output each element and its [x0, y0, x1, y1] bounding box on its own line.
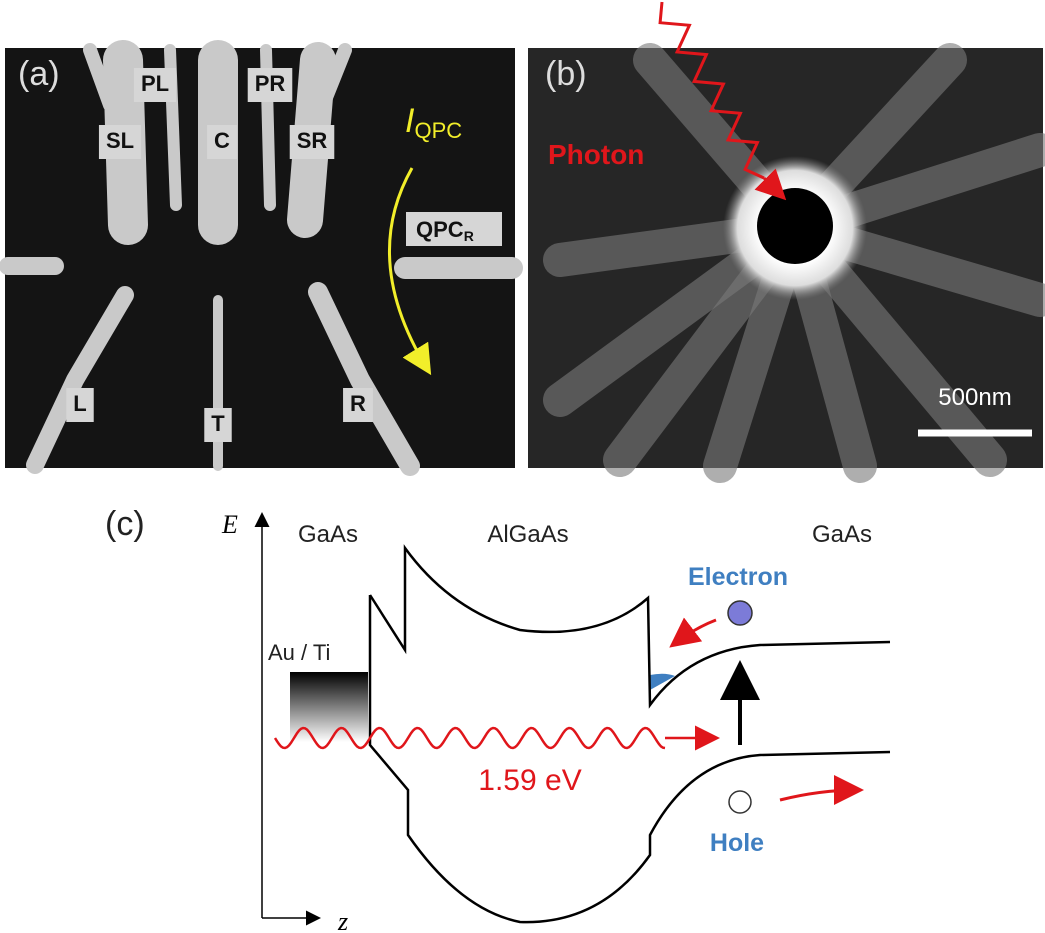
panel-label: (c)	[105, 505, 145, 543]
gate-label: PL	[141, 71, 169, 96]
region-label: GaAs	[812, 521, 872, 548]
panel-b: (b) Photon 500nm	[528, 2, 1043, 468]
hole	[729, 791, 751, 813]
region-label: AlGaAs	[487, 521, 568, 548]
photon-energy-label: 1.59 eV	[478, 764, 581, 797]
figure: (a) PLPRSLCSRLTR IQPC QPCR (b) Photon 50…	[0, 0, 1045, 933]
gate-label: T	[211, 411, 225, 436]
region-label: GaAs	[298, 521, 358, 548]
qpc-subscript: R	[464, 228, 474, 244]
panel-c: (c) E z GaAs AlGaAs GaAs Au / Ti 1.59 eV…	[105, 505, 890, 933]
electron-label: Electron	[688, 563, 788, 591]
hole-in-gate	[757, 188, 833, 264]
electron-arrow	[674, 620, 716, 644]
gate-label: C	[214, 128, 230, 153]
panel-label: (a)	[18, 55, 60, 93]
position-axis-label: z	[337, 907, 348, 933]
photon-label: Photon	[548, 139, 644, 170]
gate-label: R	[350, 391, 366, 416]
scale-bar-label: 500nm	[938, 384, 1011, 411]
metal-label: Au / Ti	[268, 640, 330, 665]
hole-label: Hole	[710, 829, 764, 857]
qpc-text: QPC	[416, 217, 464, 242]
electron	[728, 601, 752, 625]
hole-arrow	[780, 790, 858, 800]
conduction-band	[370, 548, 890, 705]
gate-label: SL	[106, 128, 134, 153]
metal-gate	[290, 672, 368, 742]
gate-label: L	[73, 391, 86, 416]
panel-label: (b)	[545, 55, 587, 93]
gate-label: PR	[255, 71, 286, 96]
energy-axis-label: E	[221, 510, 238, 539]
gate-label: SR	[297, 128, 328, 153]
current-subscript: QPC	[414, 118, 462, 143]
